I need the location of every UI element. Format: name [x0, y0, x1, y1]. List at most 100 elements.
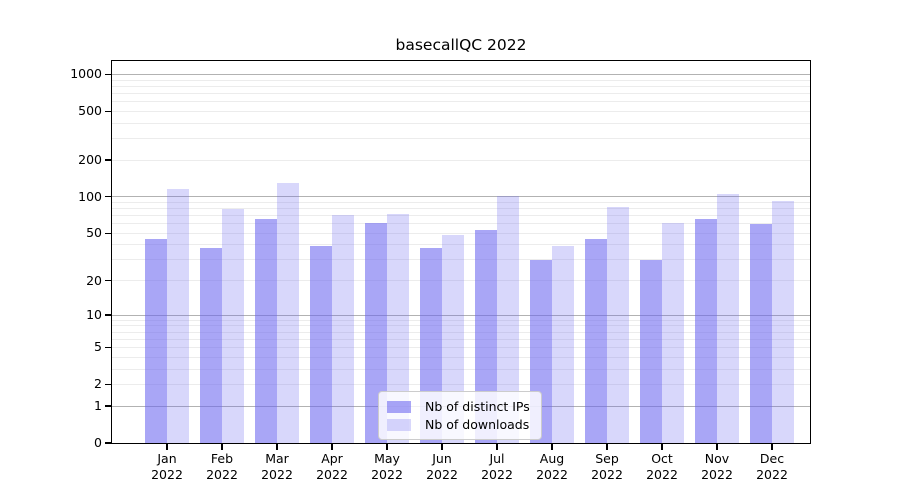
y-tick-500	[105, 110, 111, 112]
x-tick-nov	[716, 444, 718, 450]
gridline-minor-600	[112, 101, 810, 103]
x-tick-may	[386, 444, 388, 450]
x-tick-label-nov: Nov 2022	[701, 451, 733, 482]
legend-label-nb-of-downloads: Nb of downloads	[425, 417, 530, 432]
y-tick-label-500: 500	[78, 103, 102, 119]
gridline-minor-9	[112, 319, 810, 321]
bar-nb-of-distinct-ips-feb	[200, 247, 222, 443]
legend-row-nb-of-distinct-ips: Nb of distinct IPs	[387, 398, 530, 415]
y-tick-label-1: 1	[94, 398, 102, 414]
x-tick-label-dec: Dec 2022	[756, 451, 788, 482]
bar-nb-of-downloads-oct	[662, 222, 684, 443]
x-tick-oct	[661, 444, 663, 450]
bar-nb-of-downloads-apr	[332, 214, 354, 443]
y-tick-label-200: 200	[78, 152, 102, 168]
gridline-minor-50	[112, 232, 810, 234]
gridline-minor-80	[112, 208, 810, 210]
gridline-minor-200	[112, 159, 810, 161]
y-tick-label-50: 50	[86, 225, 102, 241]
x-tick-label-apr: Apr 2022	[316, 451, 348, 482]
bar-nb-of-distinct-ips-jan	[145, 238, 167, 443]
y-tick-1000	[105, 73, 111, 76]
x-tick-aug	[551, 444, 553, 450]
bar-nb-of-distinct-ips-nov	[695, 218, 717, 443]
bar-nb-of-downloads-jul	[497, 195, 519, 443]
bar-nb-of-downloads-feb	[222, 208, 244, 443]
gridline-minor-30	[112, 259, 810, 261]
gridline-minor-400	[112, 122, 810, 124]
x-tick-dec	[771, 444, 773, 450]
y-tick-0	[105, 442, 111, 444]
gridline-minor-500	[112, 110, 810, 112]
y-tick-label-100: 100	[78, 188, 102, 204]
bar-nb-of-distinct-ips-may	[365, 222, 387, 443]
bar-nb-of-distinct-ips-oct	[640, 259, 662, 443]
y-tick-200	[105, 159, 111, 161]
bar-nb-of-downloads-jan	[167, 189, 189, 443]
gridline-major-10	[112, 314, 810, 316]
x-tick-label-feb: Feb 2022	[206, 451, 238, 482]
gridline-minor-800	[112, 85, 810, 87]
gridline-minor-4	[112, 356, 810, 358]
x-tick-jan	[166, 444, 168, 450]
gridline-minor-700	[112, 92, 810, 94]
y-tick-50	[105, 232, 111, 234]
y-tick-20	[105, 279, 111, 282]
legend: Nb of distinct IPs Nb of downloads	[378, 391, 542, 440]
x-tick-label-jul: Jul 2022	[481, 451, 513, 482]
y-tick-5	[105, 346, 111, 348]
gridline-minor-7	[112, 331, 810, 333]
gridline-minor-20	[112, 280, 810, 282]
x-tick-mar	[276, 444, 278, 450]
y-tick-label-10: 10	[86, 307, 102, 323]
bar-nb-of-downloads-sep	[607, 207, 629, 443]
y-tick-label-0: 0	[94, 435, 102, 450]
gridline-minor-3	[112, 368, 810, 370]
bar-nb-of-distinct-ips-dec	[750, 223, 772, 443]
bar-nb-of-distinct-ips-jul	[475, 230, 497, 443]
bar-nb-of-downloads-aug	[552, 246, 574, 443]
gridline-minor-60	[112, 223, 810, 225]
y-tick-label-5: 5	[94, 339, 102, 355]
bar-nb-of-distinct-ips-sep	[585, 238, 607, 443]
bar-nb-of-downloads-dec	[772, 200, 794, 443]
y-tick-2	[105, 383, 111, 385]
x-tick-label-sep: Sep 2022	[591, 451, 623, 482]
bar-nb-of-downloads-mar	[277, 182, 299, 443]
x-tick-label-aug: Aug 2022	[536, 451, 568, 482]
legend-swatch-nb-of-distinct-ips	[387, 400, 411, 413]
gridline-minor-40	[112, 244, 810, 246]
x-tick-label-jan: Jan 2022	[151, 451, 183, 482]
x-tick-label-jun: Jun 2022	[426, 451, 458, 482]
gridline-minor-8	[112, 325, 810, 327]
y-tick-label-1000: 1000	[70, 66, 102, 82]
bar-nb-of-downloads-nov	[717, 193, 739, 443]
x-tick-apr	[331, 444, 333, 450]
x-tick-jul	[496, 444, 498, 450]
gridline-minor-900	[112, 79, 810, 81]
legend-label-nb-of-distinct-ips: Nb of distinct IPs	[425, 399, 530, 414]
x-tick-sep	[606, 444, 608, 450]
legend-swatch-nb-of-downloads	[387, 418, 411, 431]
x-tick-label-oct: Oct 2022	[646, 451, 678, 482]
gridline-minor-2	[112, 383, 810, 385]
y-tick-10	[105, 314, 111, 316]
gridline-minor-70	[112, 215, 810, 217]
y-tick-1	[105, 405, 111, 407]
bar-nb-of-downloads-may	[387, 214, 409, 443]
bar-nb-of-distinct-ips-apr	[310, 246, 332, 443]
y-tick-100	[105, 196, 111, 198]
bar-nb-of-distinct-ips-mar	[255, 218, 277, 443]
x-tick-feb	[221, 444, 223, 450]
gridline-minor-90	[112, 201, 810, 203]
x-tick-label-may: May 2022	[371, 451, 403, 482]
gridline-major-1000	[112, 73, 810, 75]
y-tick-label-2: 2	[94, 376, 102, 392]
x-tick-jun	[441, 444, 443, 450]
chart-title: basecallQC 2022	[395, 36, 527, 54]
plot-area	[111, 60, 811, 444]
legend-row-nb-of-downloads: Nb of downloads	[387, 416, 530, 433]
y-tick-label-20: 20	[86, 272, 102, 288]
gridline-major-100	[112, 196, 810, 198]
